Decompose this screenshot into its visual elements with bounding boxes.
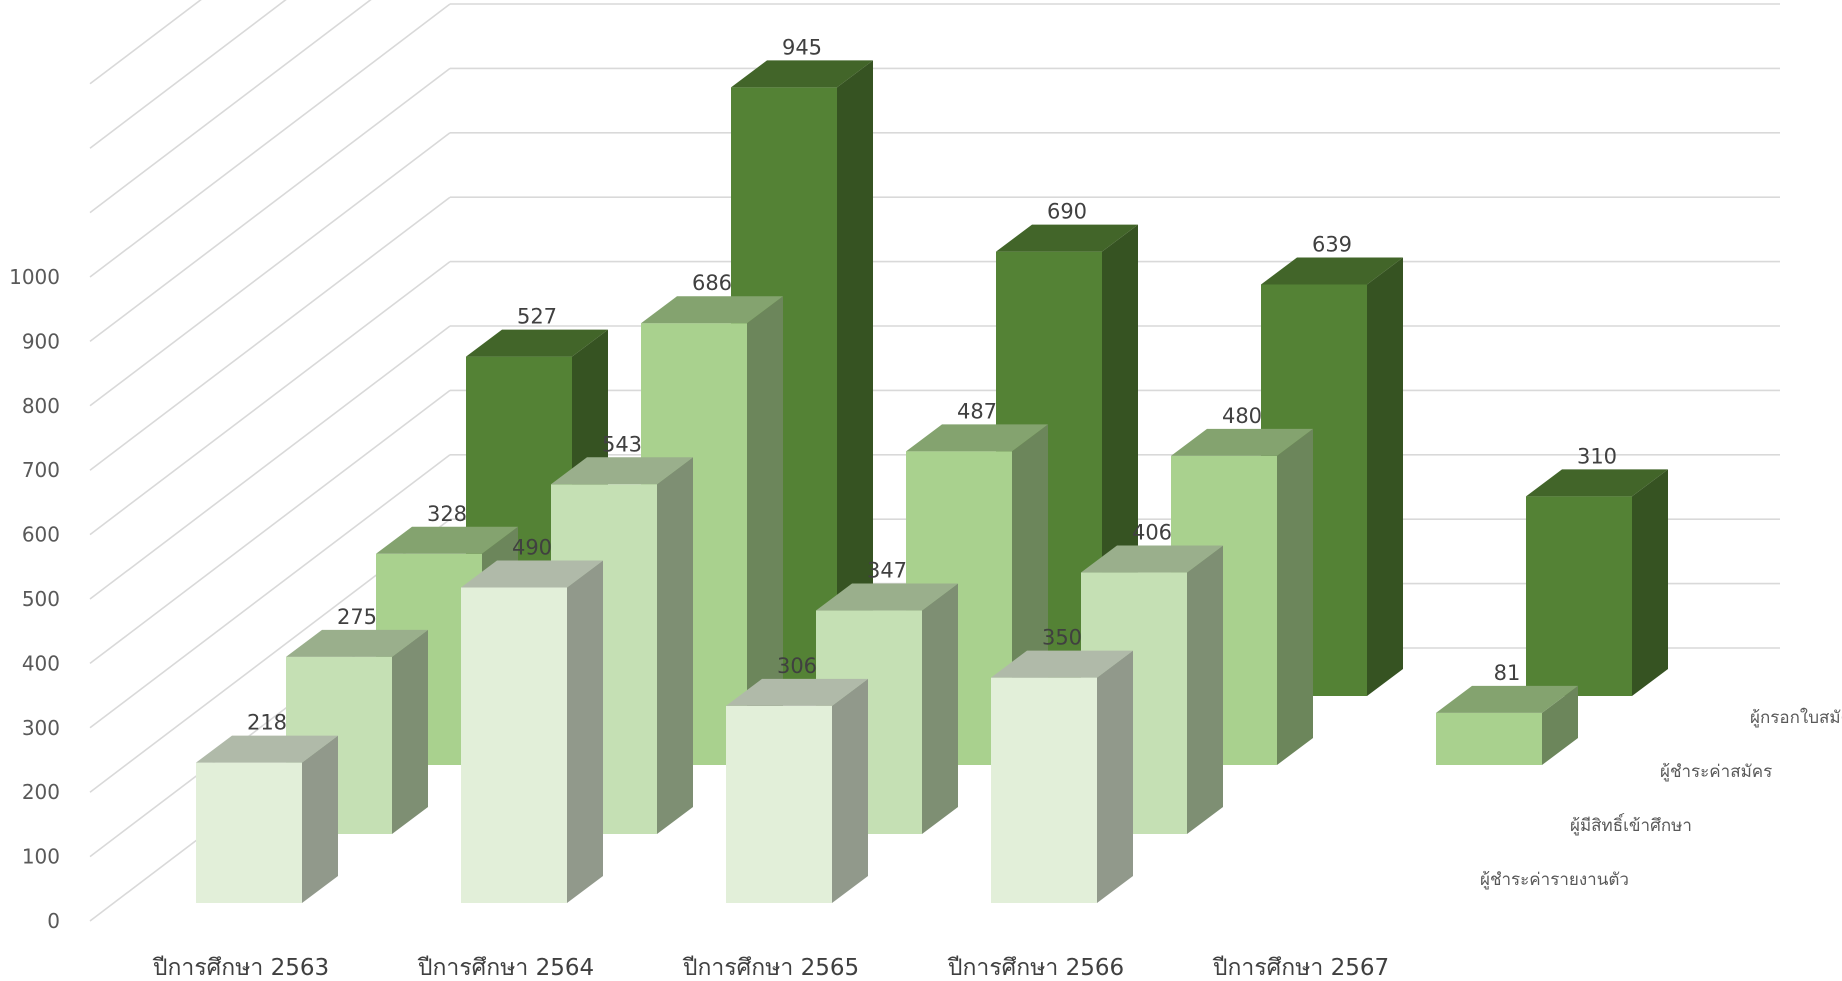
bar-top — [376, 526, 518, 554]
data-label: 306 — [777, 654, 817, 678]
bar-side — [1632, 469, 1668, 696]
bar: 218 — [196, 711, 338, 903]
y-tick-label: 900 — [22, 329, 60, 353]
bar-top — [461, 560, 603, 588]
gridline-side — [89, 389, 451, 665]
gridline-side — [89, 0, 287, 149]
data-label: 480 — [1222, 404, 1262, 428]
bar-side — [832, 678, 868, 903]
bar-top — [816, 583, 958, 611]
bar: 310 — [1526, 444, 1668, 696]
y-axis-ticks: 0 100 200 300 400 500 600 700 800 900 1000 — [9, 265, 60, 933]
bar-front — [1436, 712, 1542, 765]
data-label: 945 — [782, 35, 822, 59]
gridline-side — [89, 67, 451, 343]
y-tick-label: 1000 — [9, 265, 60, 289]
gridline-side — [89, 454, 451, 729]
bar-top — [551, 457, 693, 485]
data-label: 639 — [1312, 232, 1352, 256]
data-label: 350 — [1042, 626, 1082, 650]
y-tick-label: 600 — [22, 523, 60, 547]
gridline-side — [89, 3, 451, 278]
data-label: 690 — [1047, 200, 1087, 224]
gridline-side — [89, 132, 451, 407]
bar-front — [196, 762, 302, 903]
gridline-side — [89, 0, 202, 85]
bar-front — [991, 677, 1097, 903]
bar-side — [1097, 650, 1133, 903]
bar-side — [922, 583, 958, 834]
data-label: 490 — [512, 535, 552, 559]
category-label: ปีการศึกษา 2565 — [682, 955, 859, 981]
data-label: 328 — [427, 502, 467, 526]
series-label: ผู้ชำระค่ารายงานตัว — [1480, 870, 1629, 890]
bar-top — [1526, 469, 1668, 497]
bars: 527 945 690 639 310 328 686 487 480 81 275 543 347 40… — [196, 35, 1668, 903]
bar-side — [1542, 685, 1578, 765]
bar-side — [657, 457, 693, 834]
bar: 81 — [1436, 661, 1578, 765]
gridline-side — [89, 0, 372, 214]
bar-front — [1526, 496, 1632, 696]
data-label: 275 — [337, 605, 377, 629]
bar-side — [1277, 428, 1313, 765]
y-tick-label: 800 — [22, 394, 60, 418]
bar-top — [641, 296, 783, 324]
bar-top — [731, 60, 873, 88]
bar-top — [996, 224, 1138, 252]
category-label: ปีการศึกษา 2566 — [947, 955, 1124, 981]
bar-top — [286, 629, 428, 657]
bar-side — [567, 560, 603, 903]
series-axis: ผู้ชำระค่ารายงานตัว ผู้มีสิทธิ์เข้าศึกษา ผ… — [1480, 707, 1842, 890]
bar: 306 — [726, 654, 868, 903]
data-label: 81 — [1494, 661, 1521, 685]
series-label: ผู้มีสิทธิ์เข้าศึกษา — [1570, 813, 1692, 836]
gridline-side — [89, 260, 451, 536]
bar-side — [392, 629, 428, 834]
data-label: 406 — [1132, 521, 1172, 545]
bar-top — [466, 329, 608, 357]
bar: 480 — [1171, 404, 1313, 765]
bar-top — [196, 735, 338, 763]
data-label: 310 — [1577, 444, 1617, 468]
bar-top — [1081, 545, 1223, 573]
bar: 350 — [991, 626, 1133, 903]
bar-side — [1367, 257, 1403, 696]
category-label: ปีการศึกษา 2567 — [1212, 955, 1389, 981]
bar-top — [1436, 685, 1578, 713]
data-label: 218 — [247, 711, 287, 735]
y-tick-label: 400 — [22, 651, 60, 675]
bar-top — [906, 424, 1048, 452]
data-label: 686 — [692, 271, 732, 295]
bar-top — [991, 650, 1133, 678]
bar-side — [1187, 545, 1223, 834]
data-label: 527 — [517, 305, 557, 329]
y-tick-label: 300 — [22, 716, 60, 740]
data-label: 347 — [867, 559, 907, 583]
y-tick-label: 500 — [22, 587, 60, 611]
bar-front — [461, 587, 567, 903]
gridline-side — [89, 196, 451, 471]
y-tick-label: 200 — [22, 780, 60, 804]
data-label: 487 — [957, 399, 997, 423]
category-label: ปีการศึกษา 2564 — [417, 955, 594, 981]
category-label: ปีการศึกษา 2563 — [152, 955, 329, 981]
bar-side — [837, 60, 873, 697]
bar: 490 — [461, 535, 603, 903]
bar-top — [726, 678, 868, 706]
series-label: ผู้กรอกใบสมัคร — [1750, 707, 1842, 728]
y-tick-label: 700 — [22, 458, 60, 482]
bar-side — [302, 735, 338, 903]
gridline-side — [89, 325, 451, 600]
bar-top — [1171, 428, 1313, 456]
bar-top — [1261, 257, 1403, 285]
bar-front — [726, 705, 832, 903]
series-label: ผู้ชำระค่าสมัคร — [1660, 762, 1772, 782]
bar-side — [747, 296, 783, 765]
y-tick-label: 100 — [22, 845, 60, 869]
y-tick-label: 0 — [47, 909, 60, 933]
data-label: 543 — [602, 432, 642, 456]
category-axis: ปีการศึกษา 2563 ปีการศึกษา 2564 ปีการศึกษา… — [152, 955, 1389, 981]
